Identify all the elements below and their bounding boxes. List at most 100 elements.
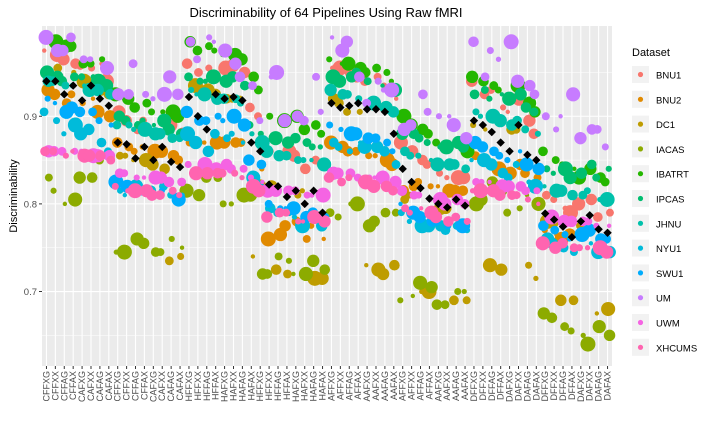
- mean-diamond: [398, 164, 407, 174]
- point-bnu1: [457, 170, 471, 185]
- point-ipcas: [184, 72, 193, 82]
- point-dc1: [533, 275, 539, 282]
- mean-diamond: [273, 182, 283, 191]
- legend-marker: [637, 245, 644, 251]
- point-um: [460, 131, 473, 145]
- point-um: [256, 117, 264, 125]
- x-tick-label: HFFXG: [184, 371, 194, 402]
- mean-diamond: [318, 208, 327, 217]
- legend-marker: [637, 220, 644, 226]
- point-ipcas: [486, 95, 493, 102]
- point-bnu1: [541, 190, 551, 200]
- x-tick-label: DAFAX: [531, 371, 541, 401]
- point-ibatrt: [538, 146, 548, 157]
- point-um: [234, 71, 246, 83]
- point-nyu1: [96, 137, 107, 148]
- point-uwm: [239, 164, 248, 173]
- legend-label: BNU2: [656, 95, 681, 106]
- mean-diamond: [469, 116, 479, 125]
- mean-diamond: [594, 225, 603, 234]
- point-ibatrt: [160, 109, 166, 115]
- point-um: [486, 47, 494, 55]
- point-dc1: [483, 127, 488, 132]
- point-dc1: [356, 108, 363, 115]
- point-jhnu: [281, 150, 292, 161]
- point-bnu1: [393, 96, 399, 101]
- point-ipcas: [151, 122, 157, 128]
- point-iacas: [137, 237, 150, 250]
- point-iacas: [592, 319, 606, 334]
- point-um: [211, 39, 217, 44]
- x-tick-label: AFFXX: [407, 371, 417, 400]
- point-swu1: [370, 133, 381, 144]
- point-iacas: [431, 299, 443, 310]
- x-tick-label: CAFAX: [175, 371, 185, 401]
- y-tick-label: 0.7: [24, 287, 37, 298]
- point-ibatrt: [383, 68, 391, 76]
- x-tick-label: AFFAG: [344, 371, 354, 401]
- point-iacas: [425, 280, 438, 294]
- point-iacas: [503, 208, 512, 217]
- point-iacas: [50, 187, 57, 194]
- mean-diamond: [60, 90, 69, 99]
- point-xhcums: [557, 238, 568, 249]
- point-um: [418, 89, 428, 100]
- point-jhnu: [555, 184, 568, 197]
- point-um: [435, 113, 443, 120]
- mean-diamond: [256, 147, 265, 156]
- point-bnu2: [279, 220, 291, 232]
- mean-diamond: [603, 228, 612, 238]
- point-dc1: [315, 271, 329, 285]
- point-dc1: [389, 259, 400, 271]
- point-jhnu: [477, 113, 484, 119]
- point-bnu2: [48, 88, 61, 101]
- point-xhcums: [282, 208, 291, 217]
- legend-label: SWU1: [656, 269, 683, 280]
- point-swu1: [504, 156, 511, 164]
- point-xhcums: [512, 191, 521, 200]
- point-xhcums: [401, 204, 410, 213]
- mean-diamond: [371, 105, 381, 114]
- point-dc1: [115, 151, 124, 160]
- point-uwm: [415, 191, 423, 199]
- x-tick-label: DFFAX: [567, 371, 577, 400]
- point-ipcas: [268, 131, 283, 146]
- point-xhcums: [146, 189, 158, 201]
- point-dc1: [122, 152, 129, 159]
- point-bnu2: [372, 153, 378, 159]
- point-ibatrt: [372, 63, 381, 73]
- point-um: [156, 86, 172, 102]
- x-tick-label: HAFXX: [228, 371, 238, 401]
- point-ibatrt: [341, 56, 356, 71]
- mean-diamond: [532, 155, 541, 165]
- point-jhnu: [521, 125, 530, 134]
- mean-diamond: [166, 157, 176, 167]
- x-tick-label: AFFXG: [398, 371, 408, 401]
- point-ipcas: [162, 123, 175, 136]
- point-jhnu: [260, 144, 274, 158]
- mean-diamond: [434, 199, 443, 209]
- mean-diamond: [51, 77, 60, 86]
- x-tick-label: DFFXG: [469, 371, 479, 402]
- point-swu1: [237, 118, 252, 132]
- point-swu1: [476, 141, 489, 153]
- point-iacas: [298, 266, 313, 282]
- mean-diamond: [113, 138, 122, 147]
- point-jhnu: [493, 114, 507, 128]
- point-ipcas: [520, 102, 532, 113]
- point-ipcas: [543, 165, 551, 173]
- point-ibatrt: [129, 102, 141, 113]
- point-swu1: [338, 126, 344, 133]
- point-xhcums: [463, 217, 471, 225]
- point-uwm: [133, 174, 140, 181]
- point-um: [558, 114, 563, 119]
- x-tick-label: CFFAX: [68, 371, 78, 400]
- point-um: [574, 131, 587, 145]
- x-tick-label: AFFAX: [353, 371, 363, 400]
- point-um: [329, 35, 335, 40]
- point-xhcums: [323, 172, 335, 183]
- legend-marker: [637, 270, 644, 276]
- point-jhnu: [300, 156, 307, 164]
- mean-diamond: [291, 186, 301, 195]
